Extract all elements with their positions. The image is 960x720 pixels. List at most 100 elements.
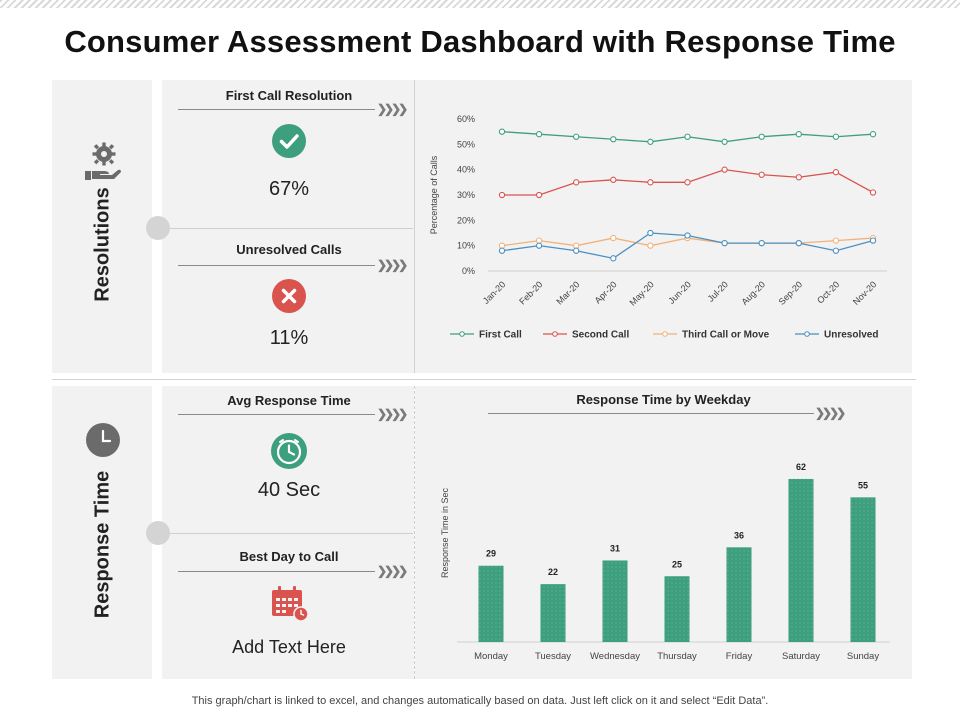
data-point (795, 131, 802, 138)
data-point (684, 179, 691, 186)
check-circle-icon (272, 124, 306, 158)
data-point (498, 191, 506, 199)
x-tick-label: Jan-20 (481, 279, 508, 306)
x-circle-icon (272, 279, 306, 313)
first-call-resolution-title: First Call Resolution (225, 88, 353, 103)
chevron-arrows-icon: ❯❯❯❯ (377, 407, 408, 421)
data-point (498, 242, 506, 249)
y-tick-label: 0% (462, 266, 475, 276)
data-point (498, 128, 506, 135)
data-point (721, 239, 728, 247)
legend-marker (662, 331, 668, 337)
bar-value-label: 29 (486, 549, 496, 559)
stopwatch-icon (271, 433, 307, 469)
bar (664, 576, 690, 642)
resolutions-label: Resolutions (91, 187, 114, 302)
data-point (535, 191, 543, 199)
data-point (610, 234, 617, 242)
data-point (610, 176, 617, 183)
avg-response-time-rule (178, 414, 375, 415)
data-point (869, 131, 877, 138)
response-time-bar-chart: Response Time in Sec 29 Monday 22 Tuesday 31 W… (440, 462, 890, 662)
legend-label: First Call (479, 330, 522, 341)
calls-line-chart: 0% 10% 20% 30% 40% 50% 60% Percentage of Calls J… (429, 114, 887, 341)
x-tick-label: Apr-20 (593, 279, 619, 305)
resolutions-side-panel (52, 80, 152, 373)
x-tick-label: Feb-20 (517, 279, 544, 306)
data-point (498, 247, 506, 254)
data-point (535, 237, 543, 244)
bar (788, 478, 814, 642)
unresolved-calls-title: Unresolved Calls (236, 242, 342, 257)
data-point (647, 179, 654, 186)
first-call-resolution-rule (178, 109, 375, 110)
data-point (610, 255, 617, 262)
bar (540, 584, 566, 642)
best-day-rule (178, 571, 375, 572)
data-point (795, 174, 802, 181)
unresolved-calls-rule (178, 265, 375, 266)
x-category-label: Saturday (782, 651, 820, 662)
footer-note: This graph/chart is linked to excel, and… (191, 695, 769, 707)
y-tick-label: 30% (457, 190, 475, 200)
response-time-label: Response Time (91, 470, 114, 619)
resolutions-vertical-divider (414, 80, 415, 373)
x-category-label: Wednesday (590, 651, 640, 662)
x-tick-label: May-20 (628, 279, 656, 307)
resolutions-chart-panel (415, 80, 912, 373)
data-point (758, 171, 765, 178)
top-decorative-strip (0, 0, 960, 8)
data-point (758, 239, 765, 247)
legend-marker (804, 331, 810, 337)
x-tick-label: Nov-20 (851, 279, 879, 307)
data-point (869, 237, 877, 244)
x-category-label: Sunday (847, 651, 879, 662)
data-point (832, 169, 840, 176)
legend-label: Third Call or Move (682, 330, 770, 341)
data-point (573, 242, 580, 249)
response-connector-line (160, 533, 413, 534)
data-point (573, 179, 580, 186)
data-point (647, 138, 654, 145)
hand-gear-icon (85, 142, 121, 180)
data-point (832, 247, 840, 254)
bar-value-label: 36 (734, 530, 744, 540)
data-point (758, 133, 765, 140)
data-point (795, 239, 802, 247)
data-point (684, 232, 691, 239)
y-tick-label: 50% (457, 139, 475, 149)
x-tick-label: Jul-20 (706, 279, 730, 303)
x-category-label: Tuesday (535, 651, 571, 662)
first-call-resolution-value: 67% (268, 178, 310, 200)
legend-marker (459, 331, 465, 337)
data-point (684, 133, 691, 140)
bar (850, 497, 876, 642)
bar-value-label: 25 (672, 559, 682, 569)
data-point (721, 166, 728, 173)
y-axis-label: Percentage of Calls (429, 155, 439, 234)
avg-response-time-title: Avg Response Time (227, 393, 351, 408)
calendar-icon (272, 586, 309, 622)
resolutions-connector-dot (146, 216, 170, 240)
best-day-value: Add Text Here (232, 637, 346, 657)
bar-value-label: 55 (858, 480, 868, 490)
section-separator (52, 379, 916, 380)
x-tick-label: Sep-20 (777, 279, 805, 307)
data-point (535, 131, 543, 138)
unresolved-calls-value: 11% (269, 327, 309, 349)
chevron-arrows-icon: ❯❯❯❯ (815, 406, 846, 420)
chevron-arrows-icon: ❯❯❯❯ (377, 564, 408, 578)
x-category-label: Monday (474, 651, 508, 662)
x-tick-label: Mar-20 (554, 279, 581, 306)
bar-value-label: 62 (796, 462, 806, 472)
clock-icon (86, 423, 120, 457)
y-tick-label: 10% (457, 241, 475, 251)
x-category-label: Thursday (657, 651, 697, 662)
bar-value-label: 31 (610, 543, 620, 553)
data-point (573, 133, 580, 140)
x-category-label: Friday (726, 651, 753, 662)
chevron-arrows-icon: ❯❯❯❯ (377, 258, 408, 272)
bar (726, 547, 752, 642)
y-axis-label: Response Time in Sec (440, 487, 450, 578)
resolutions-connector-line (160, 228, 413, 229)
